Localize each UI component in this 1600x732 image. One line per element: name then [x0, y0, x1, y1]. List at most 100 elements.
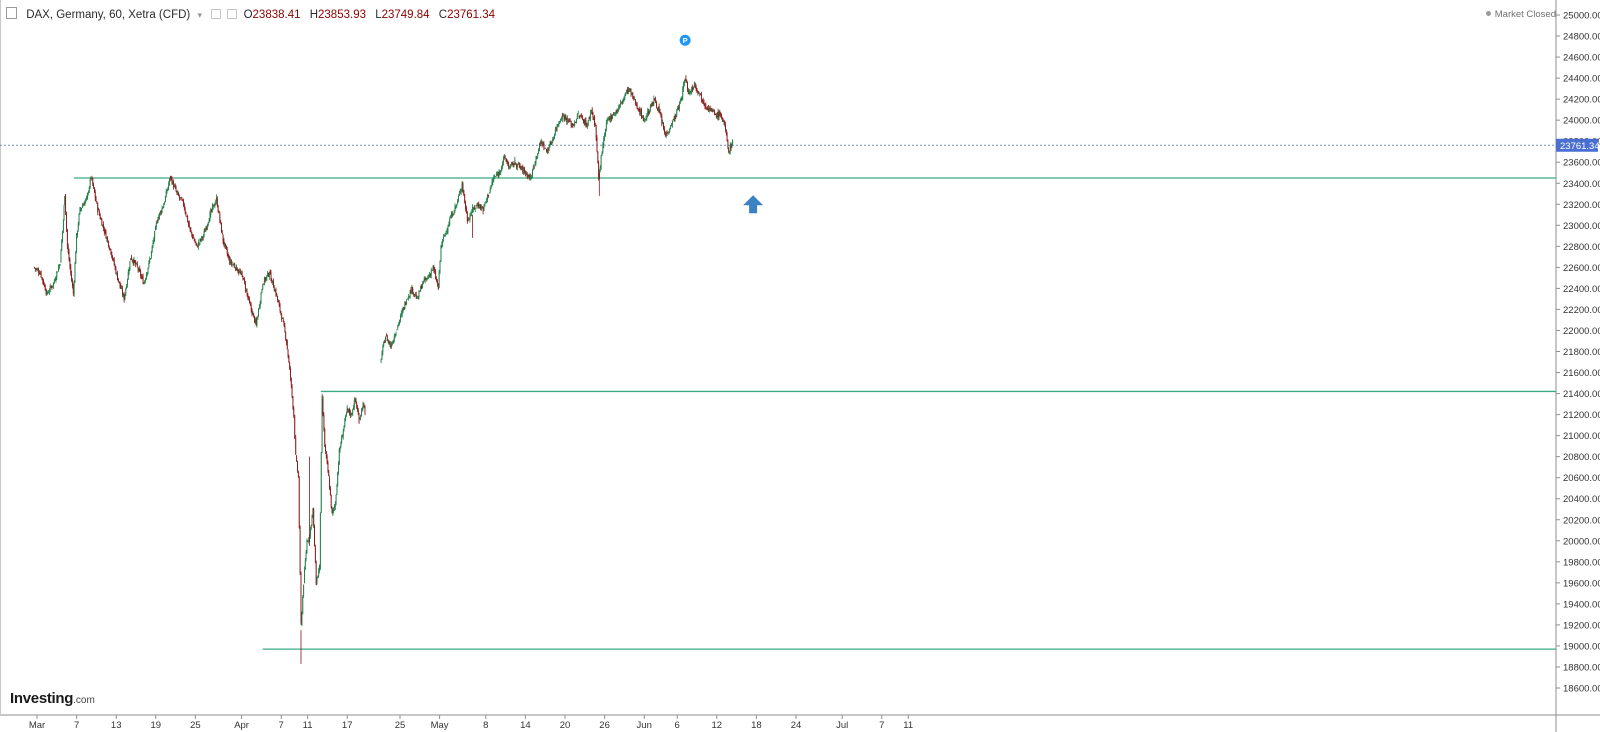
candle-body — [60, 249, 62, 263]
candle-body — [671, 125, 672, 126]
candle-body — [317, 576, 319, 579]
candle-body — [154, 231, 156, 240]
candle-body — [236, 267, 238, 271]
candle-body — [249, 304, 251, 306]
candle-body — [216, 198, 218, 207]
candle-body — [186, 216, 188, 218]
candle-body — [46, 291, 48, 294]
current-price-badge — [1556, 138, 1598, 152]
candle-body — [641, 116, 643, 118]
menu-icon[interactable] — [6, 7, 17, 19]
candle-body — [200, 239, 202, 241]
candle-body — [631, 93, 633, 95]
candle-body — [729, 151, 730, 153]
candle-body — [130, 258, 132, 261]
candle-body — [510, 163, 512, 165]
candle-body — [278, 301, 280, 305]
candle-body — [697, 91, 699, 94]
symbol-label[interactable]: DAX, Germany, 60, Xetra (CFD) — [26, 9, 191, 21]
candle-body — [140, 271, 142, 277]
candle-body — [76, 233, 78, 252]
candle-body — [414, 293, 415, 295]
candle-body — [334, 506, 335, 508]
candle-body — [711, 108, 713, 112]
candle-body — [45, 290, 47, 294]
candle-body — [385, 336, 386, 343]
candle-body — [413, 292, 415, 294]
candle-body — [153, 239, 155, 243]
candle-body — [165, 191, 167, 198]
y-tick-label: 21000.00 — [1563, 431, 1600, 442]
candle-body — [403, 307, 405, 309]
candle-body — [638, 108, 640, 112]
candle-body — [630, 89, 632, 94]
candle-body — [402, 307, 404, 312]
candle-body — [103, 224, 104, 229]
candle-body — [219, 213, 221, 221]
candle-body — [285, 332, 287, 340]
candle-body — [338, 448, 340, 465]
candle-body — [467, 219, 469, 221]
candle-body — [246, 290, 248, 294]
candle-body — [723, 122, 725, 123]
candle-body — [593, 117, 595, 119]
candle-body — [521, 166, 523, 168]
candle-body — [532, 166, 534, 170]
y-tick-label: 22200.00 — [1563, 305, 1600, 316]
candle-body — [257, 316, 259, 320]
event-marker-icon[interactable] — [679, 34, 691, 46]
candle-body — [355, 398, 357, 403]
candle-body — [644, 119, 646, 121]
candle-body — [173, 181, 175, 188]
candle-body — [550, 142, 552, 145]
candle-body — [511, 162, 513, 164]
candle-body — [286, 340, 288, 349]
candle-body — [421, 283, 423, 289]
x-tick-label: 19 — [151, 720, 162, 731]
candle-body — [655, 99, 657, 103]
candle-body — [195, 241, 197, 244]
candle-body — [259, 301, 261, 307]
candle-body — [158, 216, 160, 221]
candle-body — [537, 153, 539, 156]
candle-body — [563, 115, 565, 120]
candle-body — [700, 93, 701, 95]
chart-header: DAX, Germany, 60, Xetra (CFD) ▾ O23838.4… — [6, 7, 501, 21]
candle-body — [405, 302, 407, 305]
candle-body — [44, 285, 46, 291]
candle-body — [611, 114, 613, 119]
candle-body — [539, 143, 540, 151]
candle-body — [319, 512, 321, 568]
candle-body — [225, 243, 227, 247]
candle-body — [175, 187, 177, 192]
candle-body — [577, 113, 579, 115]
candle-body — [547, 150, 549, 152]
candle-body — [176, 191, 178, 193]
candle-body — [445, 230, 447, 234]
candle-body — [332, 510, 334, 515]
candle-body — [465, 202, 467, 209]
candle-body — [565, 115, 567, 119]
candle-body — [588, 117, 590, 121]
candle-body — [354, 398, 356, 400]
candle-body — [39, 273, 41, 275]
x-tick-label: 7 — [279, 720, 284, 731]
candle-body — [626, 89, 628, 94]
hide-icon[interactable] — [211, 9, 222, 19]
candle-body — [212, 204, 214, 207]
candle-body — [596, 137, 598, 152]
settings-box-icon[interactable] — [227, 9, 238, 19]
candle-body — [546, 148, 547, 152]
candle-body — [391, 344, 393, 347]
candle-body — [271, 280, 273, 283]
candle-body — [34, 267, 35, 269]
candle-body — [47, 292, 49, 294]
candle-body — [242, 276, 244, 281]
candle-body — [639, 109, 641, 114]
candle-body — [199, 238, 201, 243]
candle-body — [201, 236, 203, 240]
candle-body — [164, 202, 166, 204]
chevron-down-icon[interactable]: ▾ — [197, 10, 202, 20]
candle-body — [275, 289, 277, 296]
